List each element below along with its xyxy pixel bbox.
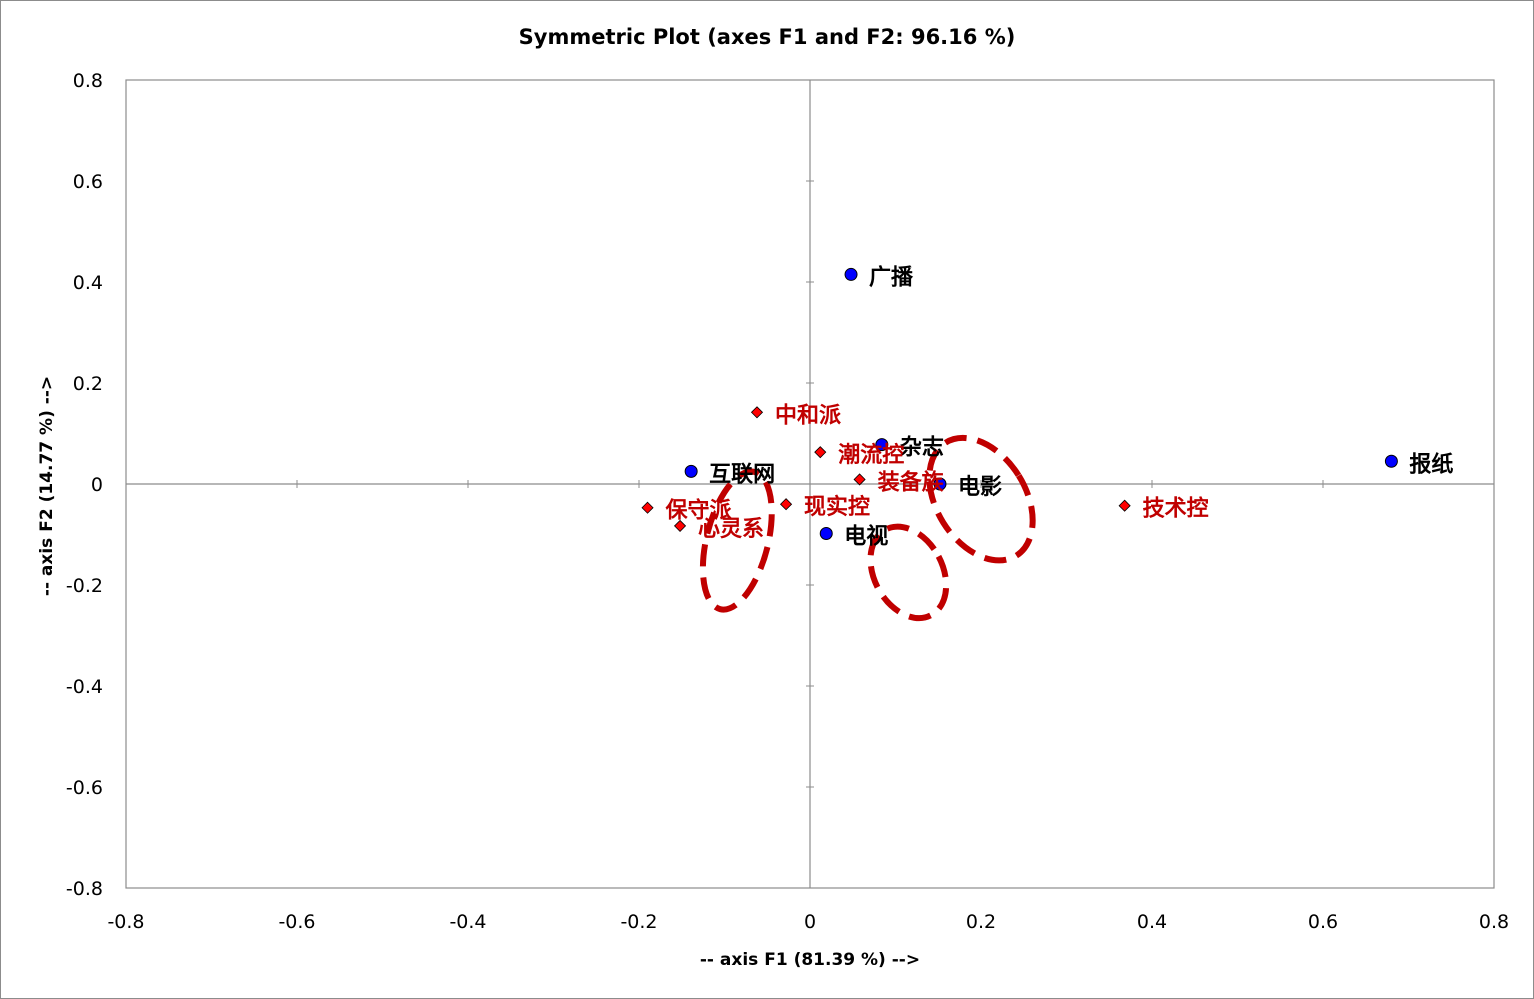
x-tick-label: -0.8	[107, 911, 144, 933]
media-point-label: 电视	[844, 523, 888, 549]
y-tick-label: -0.8	[66, 878, 103, 900]
media-point	[844, 267, 858, 281]
y-tick-label: 0.4	[73, 272, 103, 294]
dashed-ellipse-annotation	[867, 523, 950, 622]
user-type-point-label: 潮流控	[838, 442, 904, 468]
user-type-point-label: 中和派	[775, 403, 841, 428]
tick-labels: -0.8 -0.6 -0.4 -0.2 0 0.2 0.4 0.6 0.8 -0.8 -0.6 -0.…	[66, 70, 1509, 933]
user-type-point	[814, 446, 827, 459]
user-type-point	[1118, 499, 1131, 512]
media-point-label: 报纸	[1409, 451, 1453, 477]
user-type-point	[779, 498, 793, 511]
x-tick-label: -0.2	[620, 911, 657, 933]
x-tick-label: -0.4	[449, 911, 486, 933]
x-tick-label: -0.6	[278, 911, 315, 933]
user-type-point-label: 保守派	[665, 498, 732, 524]
media-point	[1384, 454, 1398, 468]
user-type-point	[750, 406, 764, 419]
x-tick-label: 0.2	[966, 911, 996, 933]
y-tick-label: 0.8	[73, 70, 103, 92]
y-tick-label: -0.2	[66, 575, 103, 597]
y-axis-title: -- axis F2 (14.77 %) -->	[37, 376, 57, 596]
axes	[125, 79, 1495, 889]
user-type-point-label: 装备族	[878, 469, 945, 495]
media-point	[933, 477, 947, 491]
x-tick-label: 0.6	[1308, 911, 1338, 933]
y-tick-label: -0.4	[66, 676, 103, 698]
media-point	[684, 464, 698, 478]
user-type-point-label: 现实控	[804, 494, 870, 520]
x-axis-title: -- axis F1 (81.39 %) -->	[700, 950, 920, 970]
y-tick-label: 0	[91, 474, 103, 496]
x-tick-label: 0.8	[1479, 911, 1509, 933]
media-point	[875, 438, 889, 452]
user-type-point-label: 心灵系	[698, 517, 764, 542]
media-point-label: 杂志	[900, 436, 944, 461]
user-type-point	[673, 519, 687, 532]
y-tick-label: 0.2	[73, 373, 103, 395]
dashed-ellipse-annotation	[699, 468, 775, 613]
media-point-label: 广播	[869, 264, 914, 290]
media-point-label: 电影	[958, 475, 1002, 500]
media-point	[819, 526, 833, 540]
dashed-ellipse-annotation	[926, 434, 1036, 564]
media-point-label: 互联网	[709, 462, 775, 487]
user-type-point	[641, 501, 654, 514]
user-type-point	[853, 473, 866, 486]
y-tick-label: 0.6	[73, 171, 103, 193]
x-tick-label: 0	[804, 911, 816, 933]
y-tick-label: -0.6	[66, 777, 103, 799]
x-tick-label: 0.4	[1137, 911, 1167, 933]
user-type-point-label: 技术控	[1143, 496, 1209, 522]
chart-title: Symmetric Plot (axes F1 and F2: 96.16 %)	[519, 25, 1016, 49]
annotation-ellipses	[699, 434, 1036, 622]
